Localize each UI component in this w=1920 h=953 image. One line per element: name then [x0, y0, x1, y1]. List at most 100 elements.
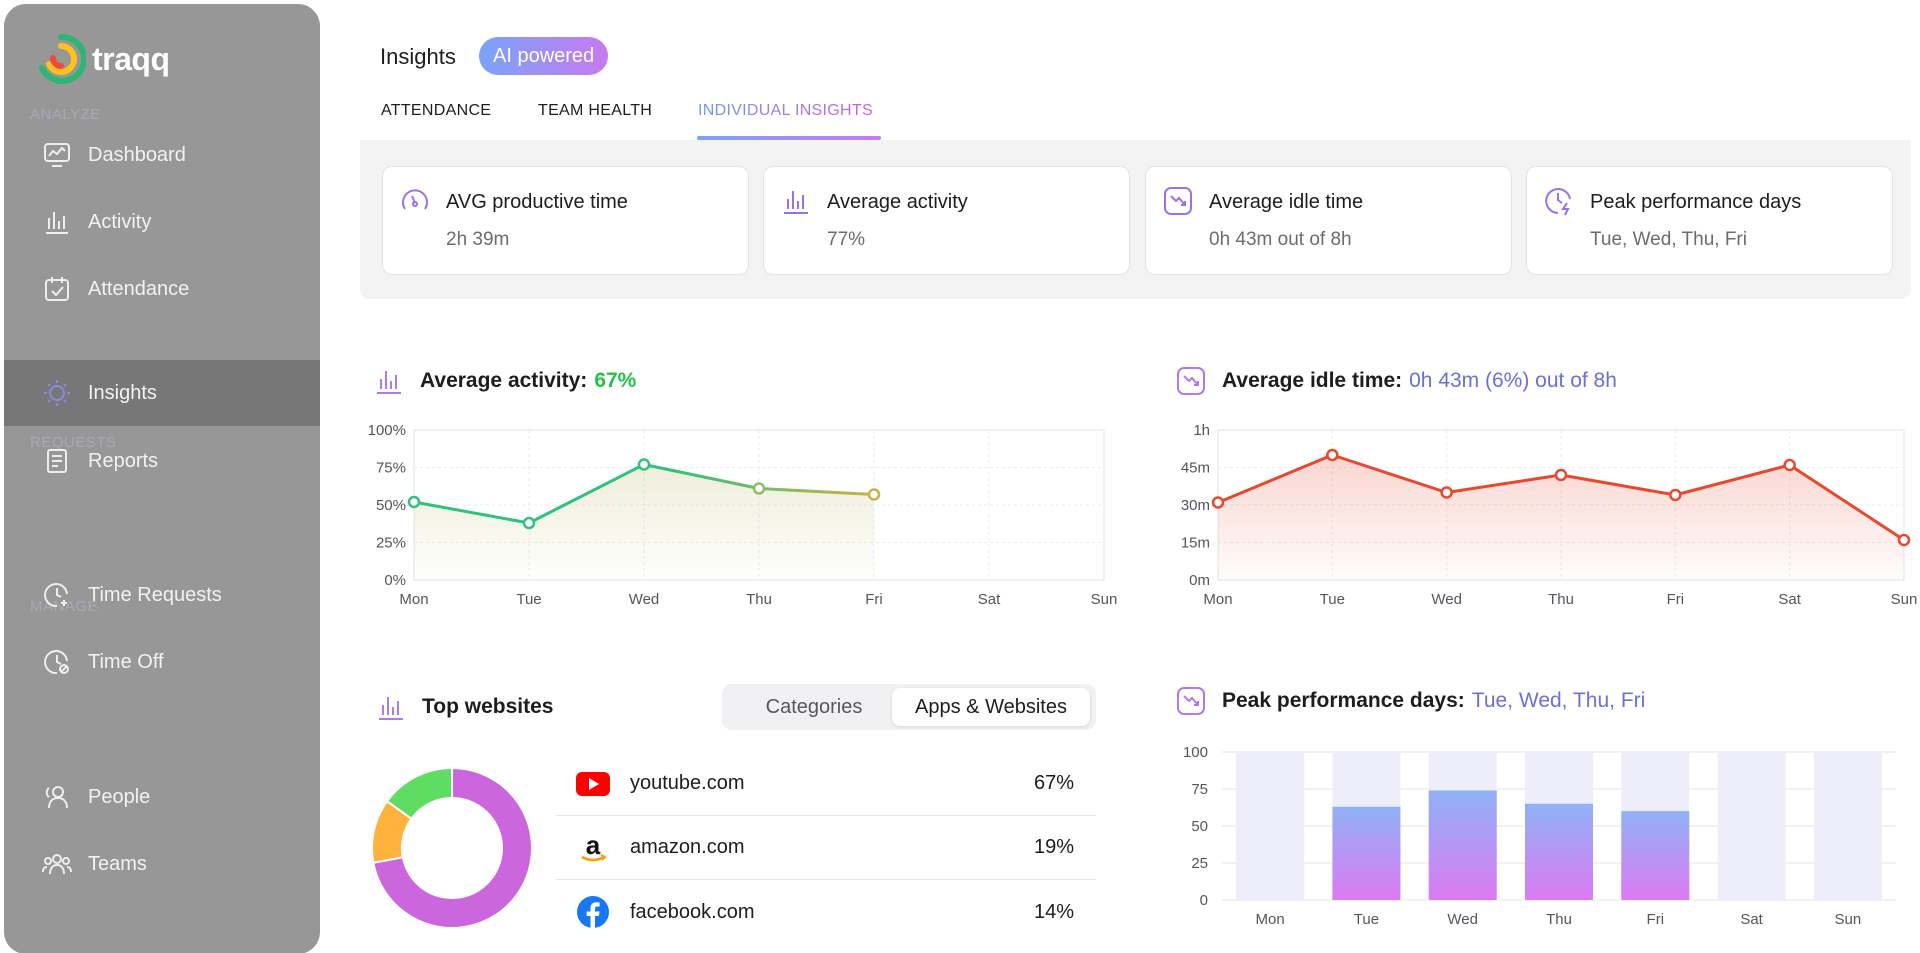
svg-text:a: a	[586, 832, 601, 860]
dashboard-icon	[42, 140, 72, 170]
site-percent: 14%	[1033, 900, 1074, 923]
peak-bar-chart: 100 75 50 25 0 Mon Tue Wed Thu Fri Sat Sun	[1183, 744, 1896, 928]
data-point	[1783, 458, 1796, 472]
data-point	[522, 516, 536, 530]
x-tick-label: Fri	[1647, 911, 1665, 928]
list-item[interactable]: a amazon.com 19%	[556, 816, 1096, 880]
y-tick-label: 50	[1191, 818, 1208, 835]
sidebar-item-time-off[interactable]: Time Off	[4, 629, 320, 695]
data-point	[1326, 448, 1339, 462]
list-item[interactable]: facebook.com 14%	[556, 880, 1096, 944]
activity-panel-value: 67%	[594, 369, 637, 392]
x-tick-label: Fri	[865, 591, 883, 608]
tab-attendance[interactable]: ATTENDANCE	[381, 102, 492, 119]
websites-view-toggle: Categories Apps & Websites	[722, 684, 1096, 730]
y-tick-label: 1h	[1193, 422, 1210, 439]
pie-slice	[372, 766, 533, 929]
data-point	[1669, 488, 1682, 502]
amazon-icon: a	[576, 831, 610, 865]
segment-categories[interactable]: Categories	[765, 696, 863, 718]
sidebar: traqq ANALYZE REQUESTS MANAGE Dashboard …	[4, 4, 320, 953]
y-tick-label: 25	[1191, 855, 1208, 872]
site-percent: 67%	[1033, 772, 1074, 794]
idle-line-chart: 1h 45m 30m 15m 0m Mon Tue Wed Thu Fri Sat Sun	[1181, 422, 1918, 608]
sidebar-item-time-requests[interactable]: Time Requests	[4, 562, 320, 628]
y-tick-label: 50%	[376, 497, 406, 514]
x-tick-label: Wed	[1431, 591, 1462, 608]
page-title: Insights	[380, 44, 456, 69]
websites-panel-heading: Top websites	[376, 692, 553, 722]
peak-panel-value: Tue, Wed, Thu, Fri	[1471, 689, 1646, 712]
trend-down-icon	[1177, 367, 1205, 395]
teams-icon	[42, 849, 72, 879]
stat-card-avg-productive-time: AVG productive time 2h 39m	[382, 166, 749, 275]
sidebar-item-activity[interactable]: Activity	[4, 189, 320, 255]
stat-title: AVG productive time	[446, 191, 628, 213]
bar	[1332, 806, 1401, 900]
data-point	[1440, 486, 1453, 499]
sidebar-item-label: Activity	[88, 210, 152, 233]
stat-value: 0h 43m out of 8h	[1209, 229, 1352, 250]
activity-icon	[42, 207, 72, 237]
stat-card-average-idle-time: Average idle time 0h 43m out of 8h	[1145, 166, 1512, 275]
y-tick-label: 45m	[1181, 460, 1210, 477]
gauge-icon	[402, 189, 428, 210]
sidebar-item-reports[interactable]: Reports	[4, 428, 320, 494]
sidebar-item-dashboard[interactable]: Dashboard	[4, 122, 320, 188]
time-requests-icon	[42, 580, 72, 610]
activity-panel-heading: Average activity: 67%	[374, 366, 636, 396]
x-tick-label: Tue	[1320, 591, 1345, 608]
tab-team-health[interactable]: TEAM HEALTH	[538, 102, 653, 119]
y-tick-label: 75	[1191, 781, 1208, 798]
x-tick-label: Wed	[1447, 911, 1478, 928]
y-tick-label: 0%	[384, 572, 406, 589]
stat-title: Average activity	[827, 191, 968, 213]
segment-apps-websites[interactable]: Apps & Websites	[892, 688, 1090, 726]
idle-panel-value: 0h 43m (6%) out of 8h	[1409, 369, 1617, 392]
peak-panel-heading: Peak performance days: Tue, Wed, Thu, Fr…	[1176, 686, 1645, 716]
y-tick-label: 0	[1200, 892, 1208, 909]
sidebar-item-people[interactable]: People	[4, 764, 320, 830]
list-item[interactable]: youtube.com 67%	[556, 752, 1096, 816]
x-tick-label: Mon	[1203, 591, 1232, 608]
bar-background	[1717, 752, 1786, 900]
x-tick-label: Sat	[1778, 591, 1801, 608]
sidebar-item-label: People	[88, 785, 151, 808]
sidebar-item-attendance[interactable]: Attendance	[4, 256, 320, 322]
series-area	[414, 464, 874, 580]
data-point	[407, 495, 421, 509]
attendance-icon	[42, 274, 72, 304]
bar	[1621, 811, 1690, 900]
active-tab-indicator	[697, 136, 881, 140]
peak-panel-label: Peak performance days:	[1222, 689, 1465, 712]
site-name: amazon.com	[630, 836, 745, 858]
trend-down-icon	[1164, 187, 1192, 215]
websites-panel-title: Top websites	[422, 695, 554, 718]
insights-icon	[42, 378, 72, 408]
x-tick-label: Mon	[399, 591, 428, 608]
stat-title: Peak performance days	[1590, 191, 1802, 213]
ai-powered-badge: AI powered	[479, 37, 609, 75]
sidebar-item-label: Time Requests	[88, 583, 222, 606]
sidebar-item-teams[interactable]: Teams	[4, 831, 320, 897]
stat-value: 2h 39m	[446, 229, 510, 250]
y-tick-label: 100%	[368, 422, 406, 439]
websites-donut-chart	[371, 766, 533, 929]
clock-bolt-icon	[1545, 188, 1571, 216]
traqq-logo-icon	[39, 33, 86, 84]
bar-chart-icon	[377, 371, 401, 394]
bar-background	[1813, 752, 1882, 900]
series-area	[1218, 455, 1904, 580]
idle-panel-heading: Average idle time: 0h 43m (6%) out of 8h	[1176, 366, 1617, 396]
x-tick-label: Wed	[629, 591, 660, 608]
data-point	[1554, 468, 1568, 482]
y-tick-label: 75%	[376, 460, 406, 477]
x-tick-label: Thu	[1546, 911, 1572, 928]
app-logo[interactable]: traqq	[36, 32, 170, 86]
idle-panel-label: Average idle time:	[1222, 369, 1403, 392]
x-tick-label: Tue	[1354, 911, 1379, 928]
tab-individual-insights[interactable]: INDIVIDUAL INSIGHTS	[698, 102, 873, 119]
stat-value: Tue, Wed, Thu, Fri	[1590, 229, 1747, 250]
sidebar-item-insights[interactable]: Insights	[4, 360, 320, 426]
stat-card-peak-performance-days: Peak performance days Tue, Wed, Thu, Fri	[1526, 166, 1893, 275]
